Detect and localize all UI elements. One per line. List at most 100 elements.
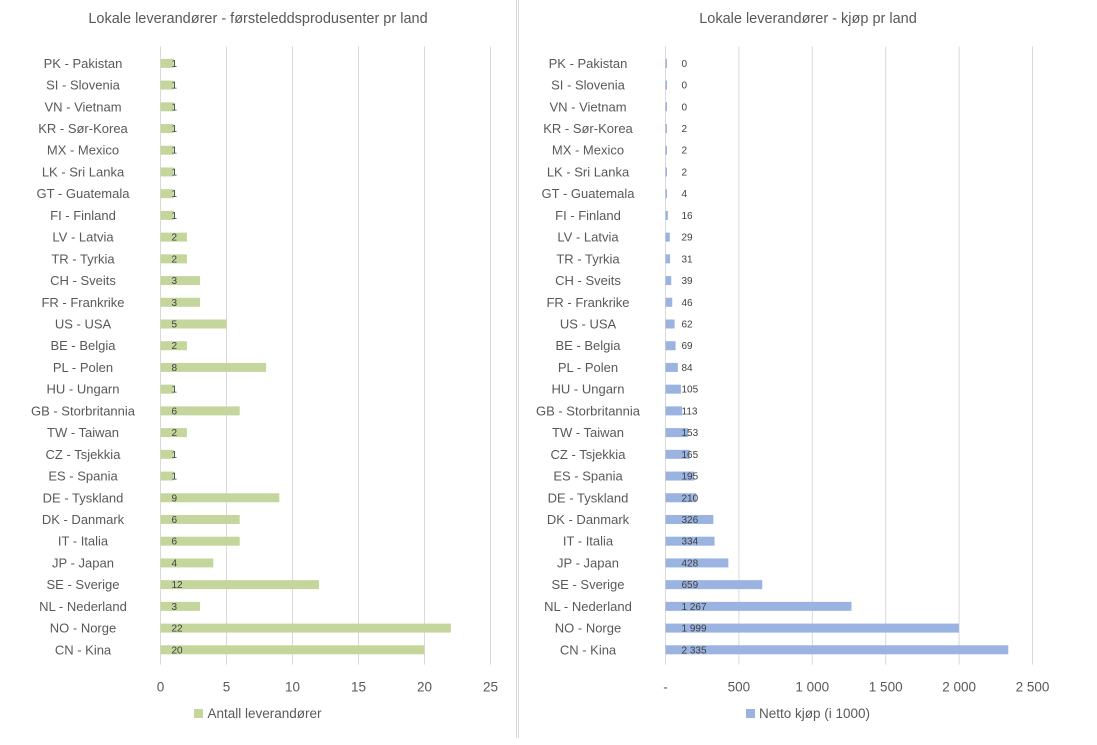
data-label: 165	[682, 450, 699, 461]
chart-title: Lokale leverandører - førsteleddsproduse…	[88, 11, 428, 27]
category-label: SE - Sverige	[552, 577, 625, 592]
bar	[665, 319, 675, 329]
bar	[160, 428, 187, 438]
legend-swatch	[745, 709, 755, 718]
bar	[160, 536, 240, 546]
x-tick-label: 500	[728, 680, 751, 695]
data-label: 210	[682, 493, 699, 504]
x-tick-label: 2 500	[1016, 680, 1050, 695]
data-label: 31	[682, 254, 694, 265]
bar	[160, 80, 174, 90]
data-label: 1	[172, 167, 178, 178]
bar	[160, 558, 214, 568]
bar	[665, 297, 673, 307]
category-label: DE - Tyskland	[548, 490, 629, 505]
category-label: SI - Slovenia	[46, 78, 120, 93]
data-label: 195	[682, 472, 699, 483]
category-label: NO - Norge	[50, 621, 116, 636]
bar	[665, 189, 667, 199]
bar	[160, 493, 280, 503]
bar	[160, 232, 187, 242]
x-tick-label: 10	[285, 680, 300, 695]
category-label: FR - Frankrike	[41, 295, 124, 310]
category-label: PK - Pakistan	[549, 56, 628, 71]
data-label: 2 335	[682, 645, 707, 656]
bar	[160, 601, 201, 611]
bar	[160, 514, 240, 524]
bar	[665, 536, 715, 546]
bar-chart-plot: - 500 1 000 1 500 2 000 2 500 PK - Pakistan 0 SI…	[536, 46, 1050, 695]
data-label: 659	[682, 580, 699, 591]
data-label: 12	[172, 580, 184, 591]
panel-divider	[516, 0, 519, 738]
bar	[665, 384, 681, 394]
bar	[160, 58, 174, 68]
bar	[160, 167, 174, 177]
category-label: JP - Japan	[557, 555, 619, 570]
category-label: NO - Norge	[555, 621, 621, 636]
bar	[665, 254, 671, 264]
data-label: 20	[172, 645, 184, 656]
legend-label: Antall leverandører	[207, 706, 322, 721]
bar	[160, 580, 319, 590]
bar	[160, 623, 451, 633]
bar	[665, 102, 667, 112]
legend-label: Netto kjøp (i 1000)	[758, 706, 871, 721]
bar	[160, 276, 201, 286]
bar	[160, 362, 267, 372]
data-label: 0	[682, 81, 688, 92]
data-label: 84	[682, 363, 694, 374]
category-label: DE - Tyskland	[43, 490, 124, 505]
data-label: 1	[172, 146, 178, 157]
chart-purchases: Lokale leverandører - kjøp pr land - 500 1…	[519, 0, 1097, 745]
bar	[665, 449, 690, 459]
data-label: 1 999	[682, 624, 707, 635]
category-label: TR - Tyrkia	[556, 251, 620, 266]
bar	[160, 341, 187, 351]
category-label: PL - Polen	[558, 360, 618, 375]
category-label: TW - Taiwan	[552, 425, 624, 440]
data-label: 6	[172, 406, 178, 417]
bar	[160, 406, 240, 416]
data-label: 6	[172, 537, 178, 548]
data-label: 3	[172, 298, 178, 309]
x-tick-label: 15	[351, 680, 366, 695]
category-label: LK - Sri Lanka	[547, 164, 630, 179]
x-tick-label: 5	[223, 680, 231, 695]
bar	[665, 232, 670, 242]
data-label: 5	[172, 320, 178, 331]
data-label: 1	[172, 81, 178, 92]
category-label: CH - Sveits	[50, 273, 116, 288]
bar	[665, 623, 959, 633]
category-label: DK - Danmark	[547, 512, 630, 527]
category-label: DK - Danmark	[42, 512, 125, 527]
bar	[160, 102, 174, 112]
data-label: 1	[172, 450, 178, 461]
category-label: HU - Ungarn	[47, 382, 120, 397]
bar	[160, 124, 174, 134]
data-label: 0	[682, 59, 688, 70]
data-label: 1	[172, 124, 178, 135]
data-label: 2	[172, 341, 178, 352]
category-label: PK - Pakistan	[44, 56, 123, 71]
bar	[665, 145, 667, 155]
x-tick-label: 1 500	[869, 680, 903, 695]
category-label: IT - Italia	[58, 534, 109, 549]
bar	[160, 471, 174, 481]
bar	[665, 167, 667, 177]
category-label: MX - Mexico	[552, 143, 624, 158]
category-label: SI - Slovenia	[551, 78, 625, 93]
category-label: TR - Tyrkia	[51, 251, 115, 266]
category-label: GT - Guatemala	[37, 186, 131, 201]
category-label: GB - Storbritannia	[536, 403, 641, 418]
data-label: 3	[172, 276, 178, 287]
category-label: ES - Spania	[553, 469, 623, 484]
bar	[665, 514, 714, 524]
data-label: 2	[682, 167, 688, 178]
bar	[160, 384, 174, 394]
bar	[665, 58, 667, 68]
bar	[160, 645, 425, 655]
data-label: 428	[682, 558, 699, 569]
category-label: NL - Nederland	[544, 599, 632, 614]
